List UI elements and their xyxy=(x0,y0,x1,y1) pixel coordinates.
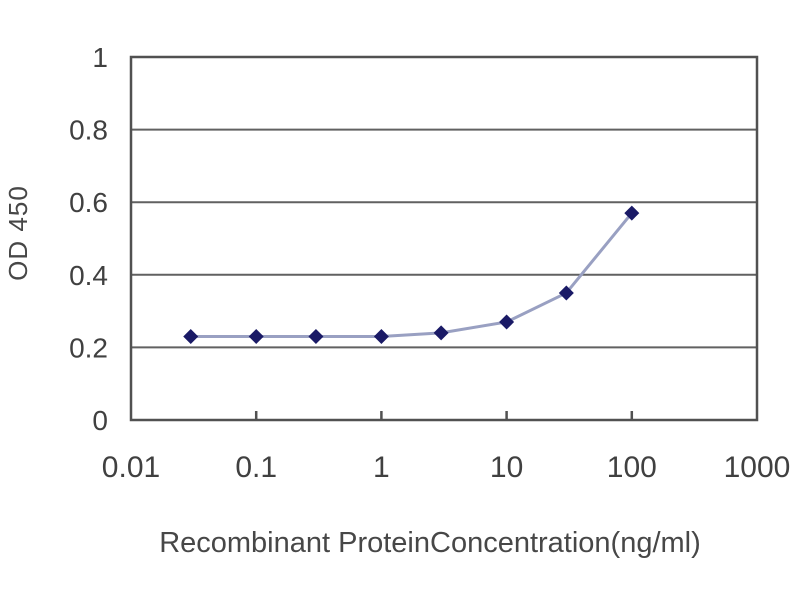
x-tick-label: 0.01 xyxy=(102,451,160,484)
series-line xyxy=(190,212,633,339)
y-tick-label: 0.4 xyxy=(69,260,108,291)
x-axis-title: Recombinant ProteinConcentration(ng/ml) xyxy=(159,527,701,559)
y-tick-label: 0.6 xyxy=(69,187,108,218)
data-point-marker xyxy=(373,329,389,345)
data-point-marker xyxy=(308,329,324,345)
x-tick-label: 10 xyxy=(490,451,523,484)
x-tick-label: 100 xyxy=(607,451,657,484)
x-tick-label: 0.1 xyxy=(235,451,277,484)
y-tick-label: 1 xyxy=(92,42,108,73)
y-tick-label: 0 xyxy=(92,405,108,436)
plot-border xyxy=(129,55,759,422)
data-point-marker xyxy=(433,325,449,341)
x-tick-label: 1000 xyxy=(724,451,791,484)
y-axis-title: OD 450 xyxy=(3,185,33,281)
y-tick-label: 0.2 xyxy=(69,332,108,363)
data-point-marker xyxy=(499,314,515,330)
data-point-marker xyxy=(248,329,264,345)
data-point-marker xyxy=(183,329,199,345)
y-tick-label: 0.8 xyxy=(69,115,108,146)
data-point-marker xyxy=(558,285,574,301)
x-tick-label: 1 xyxy=(373,451,390,484)
data-point-marker xyxy=(624,205,640,221)
